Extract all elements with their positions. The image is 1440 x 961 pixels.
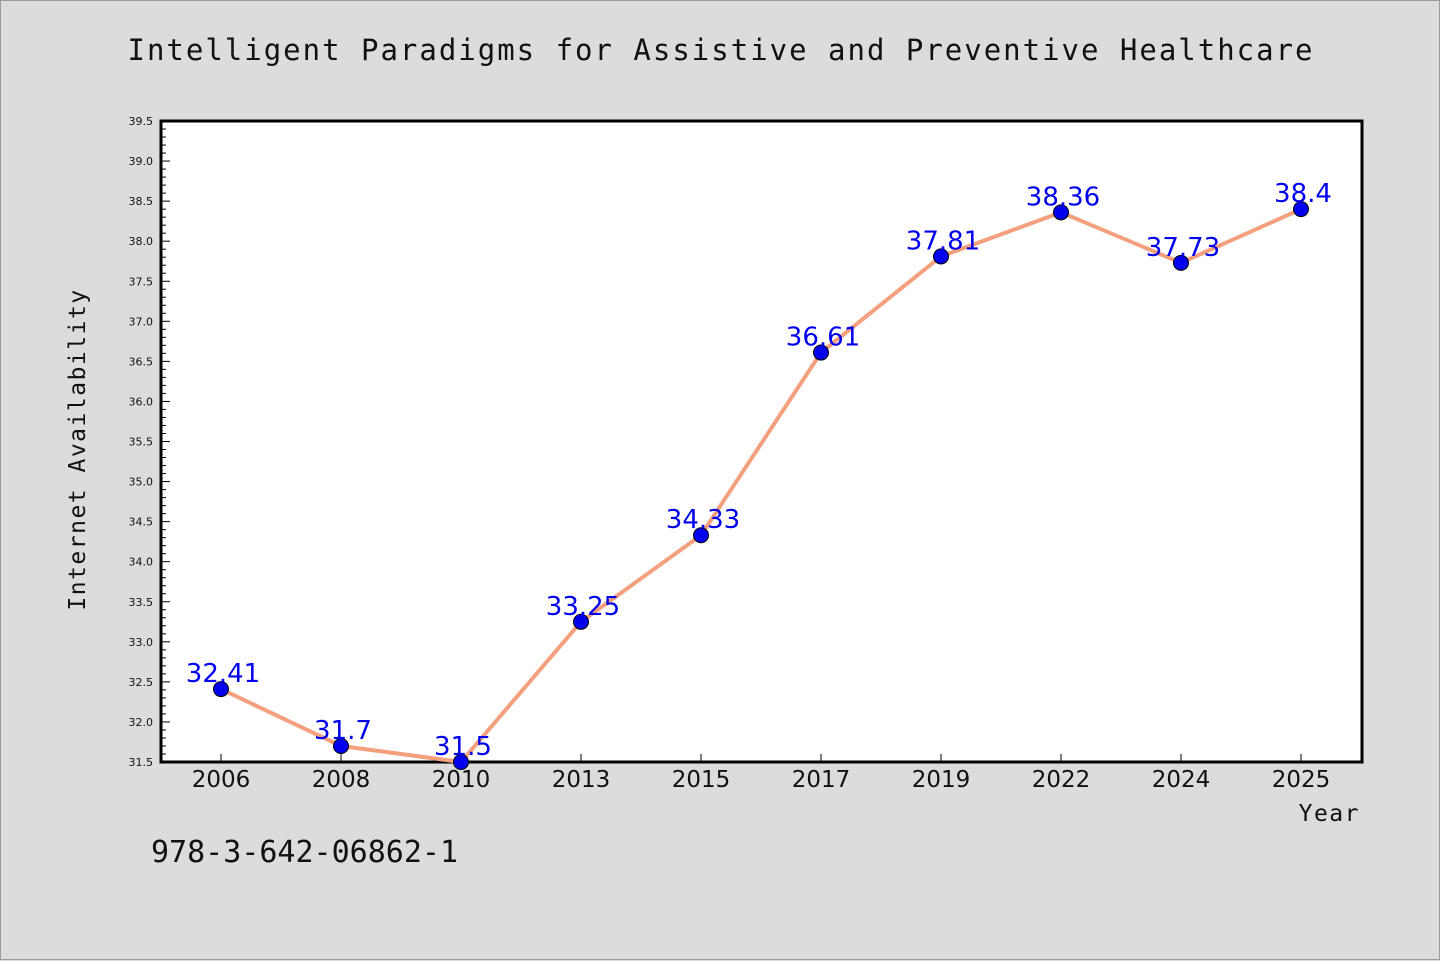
y-tick-label: 33.5 bbox=[129, 596, 154, 609]
data-point bbox=[1293, 201, 1309, 218]
y-tick-label: 38.0 bbox=[129, 235, 154, 248]
y-tick-label: 39.0 bbox=[129, 155, 154, 168]
y-tick-label: 37.0 bbox=[129, 315, 154, 328]
data-label: 32.41 bbox=[186, 659, 260, 689]
x-tick-label: 2022 bbox=[1032, 767, 1091, 793]
y-tick-label: 35.5 bbox=[129, 436, 154, 449]
x-tick-label: 2015 bbox=[672, 767, 731, 793]
y-tick-label: 31.5 bbox=[129, 756, 154, 769]
data-label: 37.73 bbox=[1146, 233, 1220, 263]
data-label: 31.5 bbox=[434, 732, 492, 762]
y-tick-label: 36.0 bbox=[129, 395, 154, 408]
data-point bbox=[213, 681, 229, 698]
data-label: 38.36 bbox=[1026, 182, 1100, 212]
data-label: 34.33 bbox=[666, 505, 740, 535]
y-tick-label: 36.5 bbox=[129, 355, 154, 368]
y-tick-label: 32.0 bbox=[129, 716, 154, 729]
x-axis-label: Year bbox=[1299, 801, 1360, 827]
y-tick-label: 34.0 bbox=[129, 556, 154, 569]
data-point bbox=[813, 344, 829, 361]
x-tick-label: 2013 bbox=[552, 767, 611, 793]
x-tick-label: 2024 bbox=[1152, 767, 1211, 793]
data-label: 37.81 bbox=[906, 226, 980, 256]
data-point bbox=[1053, 204, 1069, 221]
data-point bbox=[333, 737, 349, 754]
footer-identifier: 978-3-642-06862-1 bbox=[151, 835, 459, 870]
data-label: 36.61 bbox=[786, 323, 860, 353]
x-tick-label: 2006 bbox=[192, 767, 251, 793]
y-tick-label: 35.0 bbox=[129, 476, 154, 489]
x-tick-label: 2008 bbox=[312, 767, 371, 793]
data-point bbox=[573, 613, 589, 630]
x-tick-label: 2025 bbox=[1272, 767, 1331, 793]
data-label: 38.4 bbox=[1274, 179, 1332, 209]
data-point bbox=[933, 248, 949, 265]
chart-title: Intelligent Paradigms for Assistive and … bbox=[127, 33, 1315, 67]
y-tick-label: 37.5 bbox=[129, 275, 154, 288]
data-point bbox=[453, 754, 469, 770]
x-tick-label: 2019 bbox=[912, 767, 971, 793]
y-tick-label: 38.5 bbox=[129, 195, 154, 208]
series-line bbox=[219, 207, 1303, 764]
data-point bbox=[1173, 254, 1189, 271]
y-tick-label: 39.5 bbox=[129, 115, 154, 128]
x-tick-label: 2010 bbox=[432, 767, 491, 793]
x-tick-label: 2017 bbox=[792, 767, 851, 793]
data-label: 33.25 bbox=[546, 592, 620, 622]
data-point bbox=[693, 527, 709, 544]
y-tick-label: 33.0 bbox=[129, 636, 154, 649]
y-tick-label: 34.5 bbox=[129, 516, 154, 529]
y-axis-label: Internet Availability bbox=[65, 288, 91, 610]
data-label: 31.7 bbox=[314, 716, 372, 746]
y-tick-label: 32.5 bbox=[129, 676, 154, 689]
